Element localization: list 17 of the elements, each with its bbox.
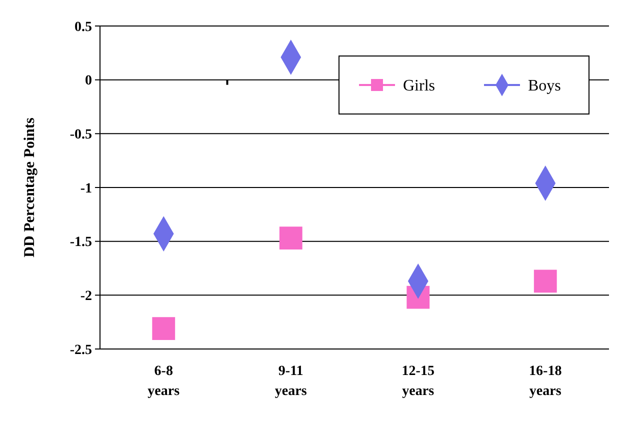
point [279,226,302,250]
legend-label: Girls [403,78,435,95]
y-axis-title: DD Percentage Points [22,117,38,258]
x-tick-label: 12-15 years [402,364,435,399]
point [534,270,557,293]
legend-label: Boys [528,78,561,95]
x-tick-label: 16-18 years [529,364,562,399]
y-tick-label: -2.5 [70,342,92,358]
x-tick-label: 9-11 years [274,364,308,399]
y-tick-label: 0 [85,74,92,89]
y-tick-label: -0.5 [70,128,92,143]
y-tick-label: -2 [80,289,92,304]
x-tick-label: 6-8 years [148,364,180,399]
y-tick-label: -1.5 [70,235,92,250]
y-tick-label: 0.5 [74,20,92,35]
point [152,317,176,340]
y-tick-label: -1 [80,181,92,196]
